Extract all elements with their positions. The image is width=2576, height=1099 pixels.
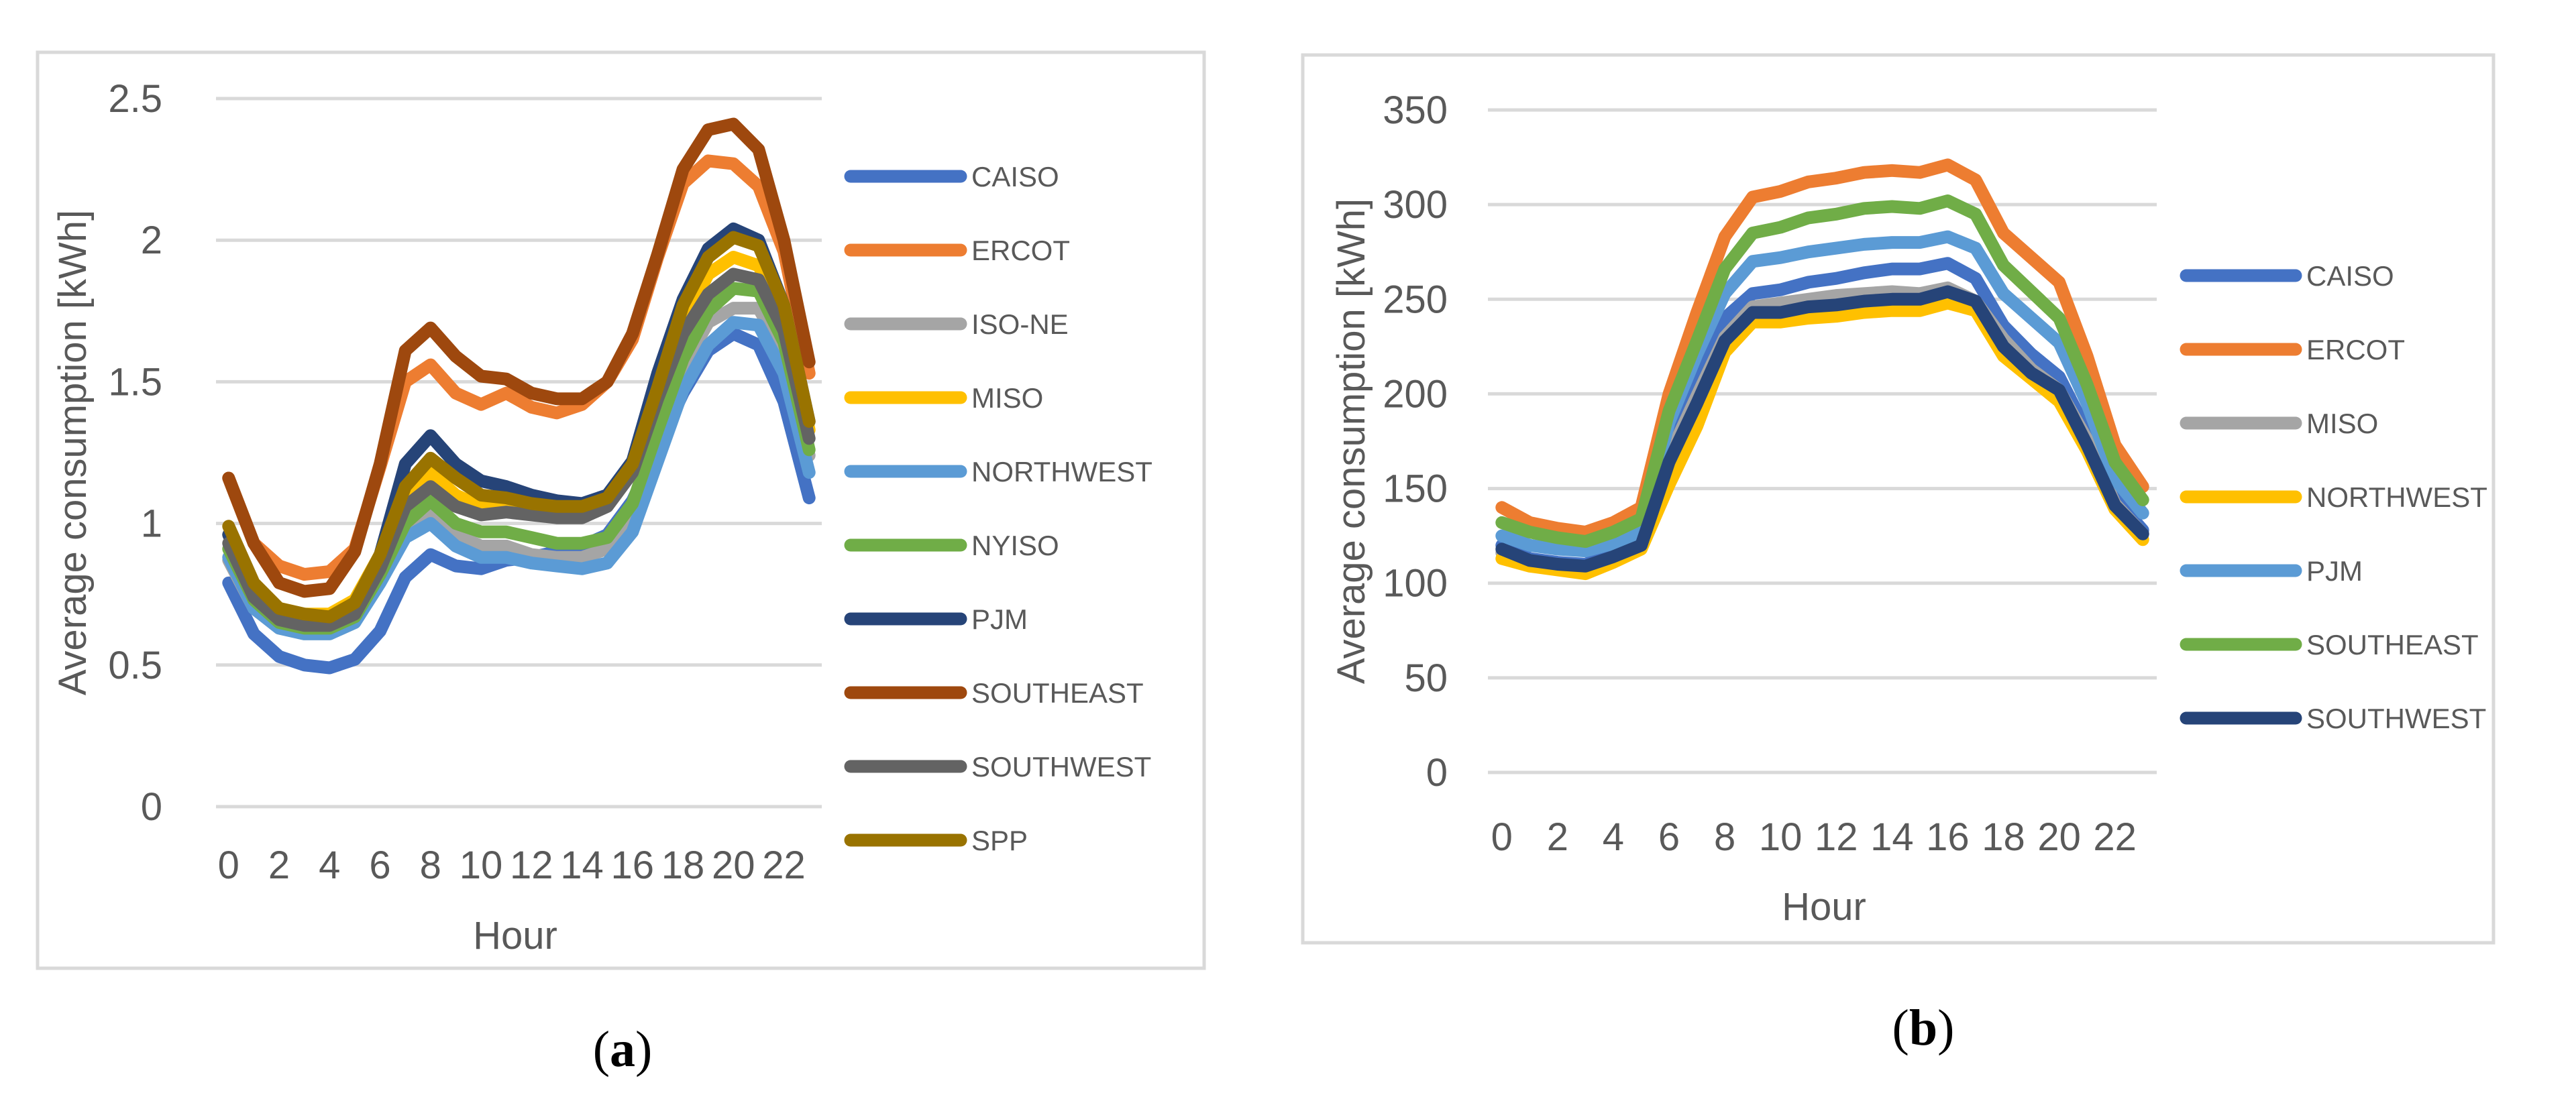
panel-a-x-tick-label: 20 — [712, 844, 755, 887]
panel-a-legend-label: PJM — [971, 603, 1028, 635]
panel-a-y-axis-title: Average consumption [kWh] — [51, 210, 95, 695]
panel-b-x-tick-label: 18 — [1982, 815, 2025, 859]
panel-a-x-tick-label: 22 — [762, 844, 806, 887]
panel-b-y-tick-label: 50 — [1404, 656, 1448, 700]
panel-b-y-tick-label: 350 — [1383, 89, 1448, 132]
panel-b-x-tick-label: 4 — [1603, 815, 1624, 859]
panel-a-y-tick-label: 2.5 — [108, 77, 162, 121]
panel-a-y-tick-label: 1 — [141, 502, 162, 546]
panel-a-caption: (a) — [593, 1021, 653, 1078]
panel-a-legend-label: NORTHWEST — [971, 456, 1152, 487]
panel-b-x-tick-label: 12 — [1815, 815, 1858, 859]
panel-b-legend-label: ERCOT — [2306, 334, 2405, 365]
panel-a-y-tick-label: 0 — [141, 785, 162, 829]
panel-a-legend-label: SOUTHEAST — [971, 677, 1144, 709]
panel-b-series-southwest — [1495, 285, 2149, 573]
panel-b-x-tick-label: 8 — [1714, 815, 1735, 859]
panel-b-legend-label: SOUTHWEST — [2306, 703, 2486, 734]
panel-a-legend-label: SOUTHWEST — [971, 751, 1151, 783]
panel-a-legend-label: ISO-NE — [971, 308, 1069, 340]
panel-a-series-southwest — [222, 268, 816, 632]
panel-a-x-tick-label: 0 — [218, 844, 239, 887]
panel-a-x-tick-label: 6 — [369, 844, 390, 887]
panel-a-y-tick-label: 0.5 — [108, 644, 162, 687]
panel-b-legend-label: NORTHWEST — [2306, 481, 2487, 513]
panel-a-x-tick-label: 14 — [560, 844, 604, 887]
panel-a-series-southeast — [222, 117, 816, 598]
panel-b-x-tick-label: 10 — [1759, 815, 1803, 859]
panel-b-y-tick-label: 150 — [1383, 467, 1448, 511]
panel-b-y-axis-title: Average consumption [kWh] — [1330, 198, 1373, 684]
panel-b-legend-label: PJM — [2306, 555, 2363, 587]
panel-a-x-tick-label: 12 — [510, 844, 553, 887]
panel-a-x-tick-label: 16 — [611, 844, 655, 887]
panel-a-legend-label: ERCOT — [971, 235, 1070, 266]
panel-b-series-pjm — [1495, 230, 2149, 558]
panel-a-x-axis-title: Hour — [473, 914, 557, 958]
panel-a-x-tick-label: 10 — [460, 844, 503, 887]
panel-a-legend-label: SPP — [971, 825, 1028, 856]
panel-a-legend-label: CAISO — [971, 161, 1059, 192]
panel-b-x-axis-title: Hour — [1782, 885, 1866, 929]
panel-b-x-tick-label: 6 — [1658, 815, 1680, 859]
panel-b-series-southeast — [1495, 194, 2149, 548]
panel-b-legend-label: SOUTHEAST — [2306, 629, 2479, 660]
panel-a-y-tick-label: 2 — [141, 219, 162, 262]
panel-a-y-tick-label: 1.5 — [108, 360, 162, 404]
panel-a-series-ercot — [222, 154, 816, 581]
panel-a-legend-label: NYISO — [971, 530, 1059, 561]
panel-b-y-tick-label: 300 — [1383, 183, 1448, 227]
panel-a-x-tick-label: 4 — [319, 844, 340, 887]
panel-a-x-tick-label: 8 — [420, 844, 441, 887]
panel-a-series-spp — [222, 231, 816, 624]
panel-b-legend-label: CAISO — [2306, 260, 2394, 292]
panel-b-y-tick-label: 100 — [1383, 562, 1448, 605]
panel-b-x-tick-label: 2 — [1547, 815, 1568, 859]
panel-a-x-tick-label: 18 — [661, 844, 705, 887]
panel-b-x-tick-label: 20 — [2037, 815, 2081, 859]
panel-b-x-tick-label: 22 — [2093, 815, 2137, 859]
panel-b-legend-label: MISO — [2306, 408, 2378, 439]
panel-b-series-ercot — [1495, 158, 2149, 538]
panel-a-legend-label: MISO — [971, 382, 1043, 414]
panel-b-x-tick-label: 0 — [1491, 815, 1513, 859]
panel-a-chart: 00.511.522.50 2 4 6 8 10 12 14 16 18 20 22HourAvera… — [51, 77, 1152, 958]
panel-b-x-tick-label: 16 — [1926, 815, 1970, 859]
panel-b-caption: (b) — [1892, 1000, 1955, 1056]
panel-b-x-tick-label: 14 — [1870, 815, 1914, 859]
panel-b-y-tick-label: 200 — [1383, 372, 1448, 416]
panel-b-y-tick-label: 250 — [1383, 278, 1448, 321]
panel-a-x-tick-label: 2 — [268, 844, 290, 887]
panel-b-y-tick-label: 0 — [1426, 751, 1448, 795]
